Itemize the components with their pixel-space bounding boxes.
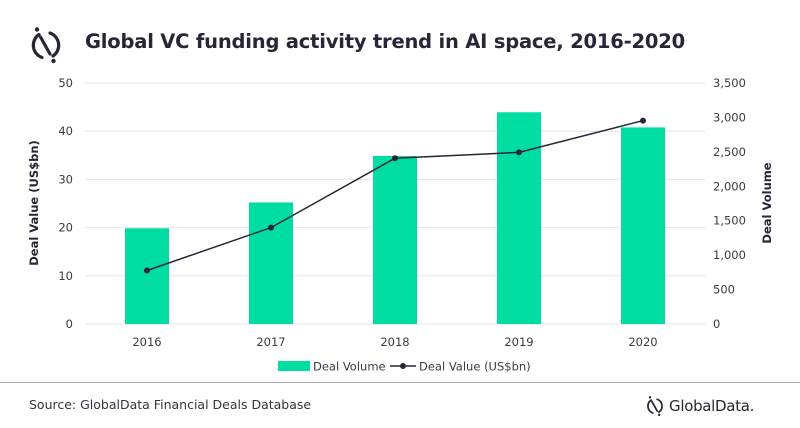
left-tick-label: 50	[58, 76, 73, 90]
right-tick-label: 2,500	[713, 145, 746, 159]
legend: Deal Volume Deal Value (US$bn)	[278, 360, 531, 374]
bar-2018	[373, 155, 417, 324]
left-tick-label: 30	[58, 172, 73, 186]
x-tick-label: 2017	[256, 335, 285, 349]
line-series-deal-value	[144, 117, 646, 274]
legend-swatch-deal-volume	[278, 361, 310, 371]
line-point-2019	[516, 149, 522, 156]
line-point-2017	[268, 224, 274, 231]
bar-2016	[125, 228, 169, 324]
left-tick-label: 0	[66, 317, 73, 331]
globaldata-logo-icon	[31, 27, 61, 64]
x-tick-label: 2019	[504, 335, 533, 349]
line-point-2018	[392, 155, 398, 162]
right-tick-label: 1,500	[713, 214, 746, 228]
x-tick-label: 2020	[628, 335, 657, 349]
bar-2017	[249, 202, 293, 324]
footer-divider	[0, 382, 800, 383]
brand-logo: GlobalData.	[645, 392, 754, 420]
right-tick-label: 500	[713, 283, 735, 297]
bar-series-deal-volume	[125, 112, 665, 324]
left-tick-label: 10	[58, 269, 73, 283]
right-tick-label: 3,000	[713, 110, 746, 124]
legend-label-deal-value: Deal Value (US$bn)	[419, 360, 531, 374]
left-axis-title: Deal Value (US$bn)	[27, 140, 41, 266]
chart-header: Global VC funding activity trend in AI s…	[0, 0, 800, 75]
left-axis-ticks: 0 10 20 30 40 50	[58, 76, 73, 331]
line-point-2020	[640, 117, 646, 124]
line-point-2016	[144, 267, 150, 274]
right-tick-label: 1,000	[713, 248, 746, 262]
chart-area: 0 10 20 30 40 50 0 500 1,000 1,500 2,000 2,500 3,00…	[27, 76, 774, 374]
bar-2020	[621, 127, 665, 324]
chart-title: Global VC funding activity trend in AI s…	[85, 30, 685, 53]
right-axis-title: Deal Volume	[760, 162, 774, 243]
right-tick-label: 0	[713, 317, 720, 331]
left-tick-label: 20	[58, 221, 73, 235]
right-tick-label: 3,500	[713, 76, 746, 90]
globaldata-brand-icon	[647, 396, 663, 417]
brand-name: GlobalData.	[669, 397, 755, 415]
right-tick-label: 2,000	[713, 179, 746, 193]
right-axis-ticks: 0 500 1,000 1,500 2,000 2,500 3,000 3,500	[713, 76, 746, 331]
x-tick-label: 2018	[380, 335, 409, 349]
left-tick-label: 40	[58, 124, 73, 138]
legend-label-deal-volume: Deal Volume	[313, 360, 386, 374]
bar-2019	[497, 112, 541, 324]
x-axis-ticks: 2016 2017 2018 2019 2020	[132, 335, 657, 349]
x-tick-label: 2016	[132, 335, 161, 349]
legend-swatch-marker	[400, 363, 406, 369]
source-note: Source: GlobalData Financial Deals Datab…	[29, 397, 312, 412]
